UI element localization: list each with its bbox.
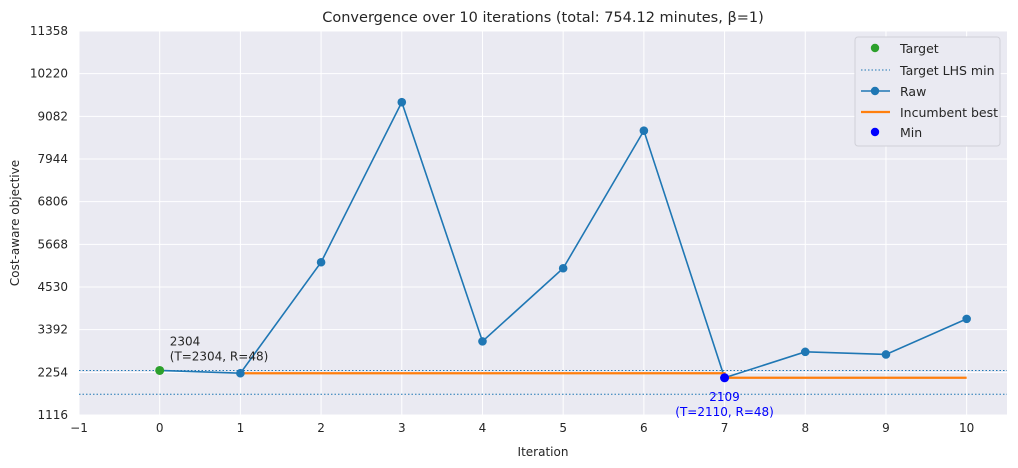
x-tick-label: −1 [70,421,88,435]
x-tick-label: 10 [959,421,974,435]
chart-title: Convergence over 10 iterations (total: 7… [322,10,764,26]
raw-point [397,97,407,107]
points [155,97,971,383]
legend-target-marker [870,43,880,53]
x-tick-label: 2 [317,421,325,435]
raw-point [558,263,568,273]
x-tick-label: 0 [156,421,164,435]
raw-point [881,350,891,359]
legend-target-lhs-min-label: Target LHS min [899,63,995,78]
legend-target-label: Target [899,41,939,56]
x-axis-label: Iteration [518,445,569,459]
y-tick-label: 10220 [30,67,68,81]
legend-box [854,36,1001,147]
y-tick-label: 1116 [37,408,68,422]
y-tick-label: 4530 [37,280,68,294]
x-tick-label: 7 [721,421,729,435]
plot-background [79,31,1007,415]
legend-incumbent-label: Incumbent best [900,105,998,120]
y-tick-label: 5668 [37,237,68,251]
raw-point [478,337,487,346]
min-point [720,373,730,383]
legend-min-marker [870,127,880,137]
raw-point [316,257,326,267]
y-tick-label: 11358 [30,24,68,38]
y-tick-label: 2254 [37,365,68,379]
x-tick-label: 8 [801,421,809,435]
x-tick-label: 6 [640,421,648,435]
y-tick-label: 9082 [37,109,68,123]
raw-point [639,126,649,135]
y-tick-label: 7944 [37,152,68,166]
x-tick-label: 9 [882,421,890,435]
min-annotation-value: 2109 [709,390,740,404]
min-annotation-detail: (T=2110, R=48) [675,405,774,419]
raw-point [236,368,245,378]
annotations: 2304(T=2304, R=48) 2109(T=2110, R=48) [170,334,774,418]
legend-min-label: Min [900,125,922,140]
incumbent-best-line [240,372,967,379]
y-tick-label: 6806 [37,195,68,209]
x-tick-label: 1 [237,421,245,435]
x-tick-label: 3 [398,421,406,435]
raw-point [800,347,810,357]
x-tick-label: 5 [559,421,567,435]
raw-point [962,314,971,324]
target-annotation-value: 2304 [170,334,201,348]
y-tick-labels: 1116 2254 3392 4530 5668 6806 7944 9082 10220 113… [30,24,68,422]
x-tick-label: 4 [479,421,487,435]
y-axis-label: Cost-aware objective [8,160,22,286]
x-tick-labels: −1 0 1 2 3 4 5 6 7 8 9 10 [70,421,974,435]
target-annotation-detail: (T=2304, R=48) [170,349,269,363]
legend-raw-label: Raw [900,84,926,99]
legend: Target Target LHS min Raw Incumbent best… [854,36,1001,147]
target-lhs-min-lines [79,369,1007,395]
legend-raw-marker [870,86,880,96]
y-tick-label: 3392 [37,323,68,337]
target-point [155,365,165,375]
